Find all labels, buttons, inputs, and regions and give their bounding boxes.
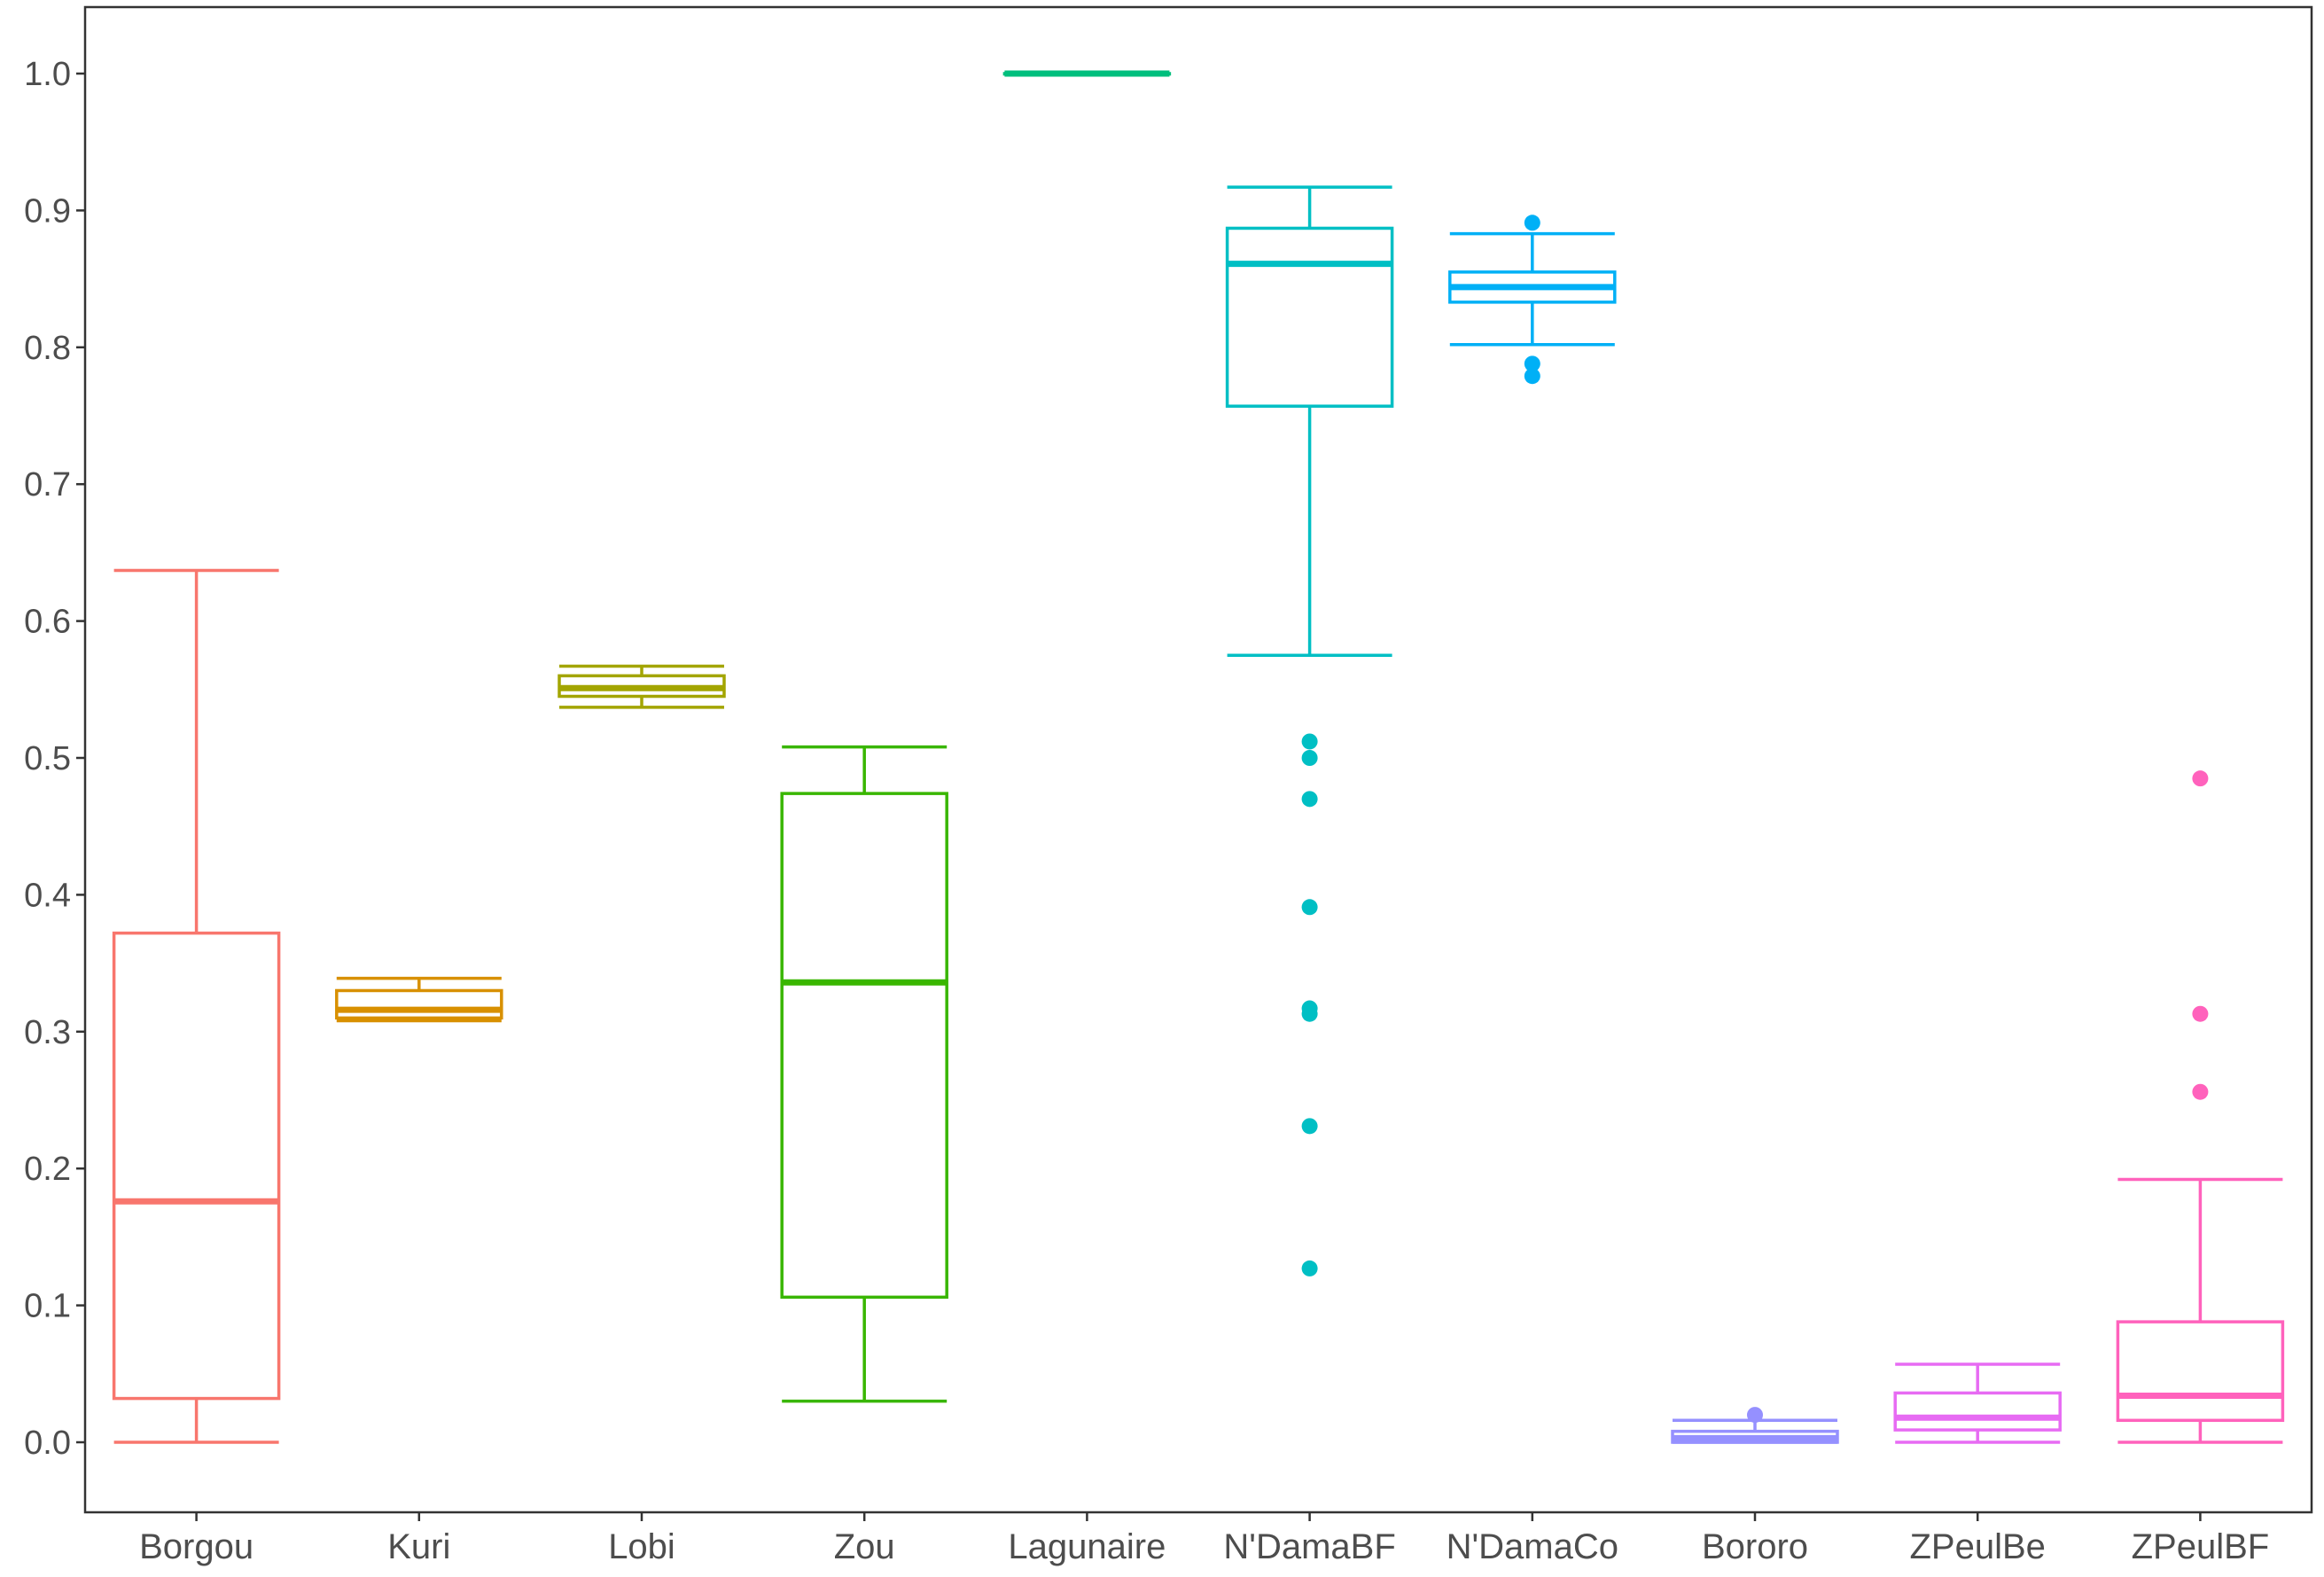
outlier-point <box>1524 368 1540 385</box>
x-tick-label: Zou <box>834 1527 895 1566</box>
box-group <box>1448 215 1617 385</box>
outlier-point <box>1524 215 1540 231</box>
outlier-point <box>1301 733 1318 750</box>
box-group <box>780 745 948 1403</box>
y-axis: 0.0 0.1 0.2 0.3 0.4 0.5 0.6 0.7 0.8 0.9 1.0 <box>24 56 85 1462</box>
outlier-point <box>1301 750 1318 766</box>
iqr-box <box>2116 1320 2285 1423</box>
outlier-point <box>1747 1407 1763 1424</box>
iqr-box <box>1225 226 1394 408</box>
y-tick-label: 0.8 <box>24 330 71 367</box>
x-tick-label: N'DamaCo <box>1447 1527 1618 1566</box>
outlier-point <box>1301 899 1318 916</box>
box-group <box>1893 1362 2062 1444</box>
outlier-point <box>1301 1005 1318 1022</box>
outlier-point <box>1524 355 1540 372</box>
y-tick-label: 0.6 <box>24 604 71 641</box>
outlier-point <box>2192 1083 2209 1100</box>
y-tick-label: 0.4 <box>24 877 71 914</box>
box-group <box>558 664 726 709</box>
plot-panel-border <box>83 5 2313 1514</box>
box-group <box>112 568 281 1444</box>
box-group <box>1671 1407 1839 1444</box>
outlier-point <box>2192 1005 2209 1022</box>
x-tick-label: Bororo <box>1702 1527 1808 1566</box>
box-group <box>1225 185 1394 1276</box>
x-tick-label: Lobi <box>608 1527 675 1566</box>
iqr-box <box>335 988 503 1020</box>
y-tick-label: 0.2 <box>24 1151 71 1188</box>
y-tick-label: 0.0 <box>24 1425 71 1462</box>
y-tick-label: 0.1 <box>24 1288 71 1325</box>
x-tick-label: N'DamaBF <box>1223 1527 1395 1566</box>
outlier-point <box>1301 1118 1318 1135</box>
iqr-box <box>112 931 281 1401</box>
y-tick-label: 0.5 <box>24 740 71 777</box>
box-group <box>2116 770 2285 1444</box>
iqr-box <box>1893 1391 2062 1432</box>
outlier-point <box>1301 791 1318 808</box>
y-tick-label: 0.9 <box>24 192 71 230</box>
y-tick-label: 1.0 <box>24 56 71 93</box>
x-axis: Borgou Kuri Lobi Zou Lagunaire N'DamaBF N'Dama… <box>139 1512 2269 1566</box>
boxes <box>112 70 2285 1444</box>
x-tick-label: ZPeulBe <box>1909 1527 2045 1566</box>
outlier-point <box>2192 770 2209 787</box>
y-tick-label: 0.3 <box>24 1014 71 1051</box>
outlier-point <box>1301 1260 1318 1276</box>
y-tick-label: 0.7 <box>24 466 71 504</box>
x-tick-label: Kuri <box>387 1527 450 1566</box>
iqr-box <box>780 792 948 1300</box>
x-tick-label: Borgou <box>139 1527 253 1566</box>
x-tick-label: ZPeulBF <box>2132 1527 2270 1566</box>
x-tick-label: Lagunaire <box>1008 1527 1166 1566</box>
box-group <box>335 976 503 1023</box>
